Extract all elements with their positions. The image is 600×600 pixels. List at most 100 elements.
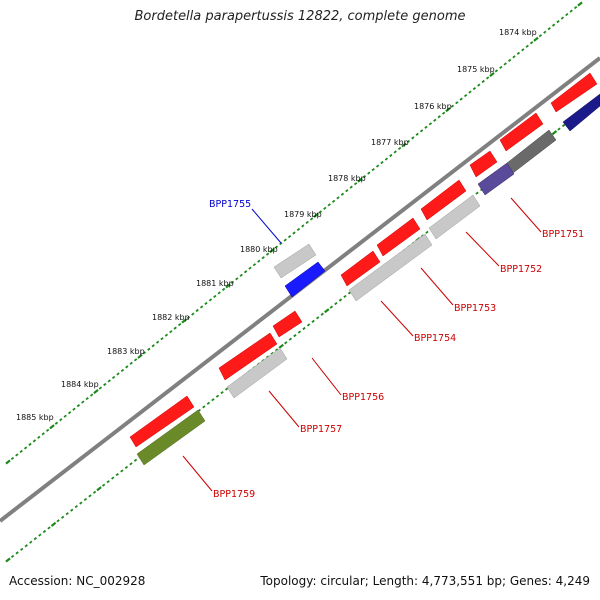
scale-tick [76, 404, 81, 408]
scale-tick [129, 462, 133, 466]
scale-tick [221, 287, 226, 291]
gene-arrow[interactable] [218, 332, 278, 381]
gene-label-bpp1753[interactable]: BPP1753 [454, 303, 496, 314]
scale-tick [411, 136, 415, 140]
scale-tick [393, 150, 397, 154]
scale-tick [63, 414, 67, 418]
scale-tick [29, 540, 33, 544]
gene-box[interactable] [136, 409, 206, 466]
scale-tick [561, 123, 566, 128]
scale-tick [533, 36, 539, 42]
scale-tick [318, 210, 323, 214]
scale-tick [235, 277, 239, 281]
gene-label-bpp1754[interactable]: BPP1754 [414, 333, 456, 344]
scale-tick [543, 30, 547, 34]
scale-tick [54, 421, 59, 425]
scale-tick [98, 386, 103, 390]
scale-tick [380, 160, 384, 165]
scale-tick [428, 122, 433, 126]
scale-tick [23, 446, 28, 450]
scale-tick [37, 435, 41, 439]
scale-tick [349, 185, 353, 189]
scale-tick [20, 547, 24, 551]
gene-arrow[interactable] [340, 250, 381, 287]
scale-tick [362, 175, 367, 179]
gene-arrow[interactable] [420, 179, 467, 221]
scale-tick [320, 312, 324, 316]
gene-label-bpp1752[interactable]: BPP1752 [500, 264, 542, 275]
scale-tick [275, 348, 279, 352]
gene-arrow[interactable] [129, 395, 195, 448]
scale-tick [324, 308, 330, 314]
scale-tick [287, 234, 292, 239]
scale-tick [88, 494, 92, 498]
gene-arrow[interactable] [376, 217, 421, 257]
gene-arrow[interactable] [469, 150, 498, 178]
scale-tick [224, 387, 229, 391]
scale-tick [441, 111, 446, 115]
kbp-label-1875: 1875 kbp [457, 65, 495, 74]
scale-tick [481, 79, 485, 84]
scale-tick [103, 382, 107, 387]
scale-tick [577, 1, 583, 7]
gene-arrow[interactable] [499, 112, 544, 152]
gene-label-bpp1751[interactable]: BPP1751 [542, 229, 584, 240]
gene-box[interactable] [284, 261, 326, 298]
scale-tick [269, 248, 275, 254]
scale-tick [38, 533, 42, 537]
scale-tick [331, 199, 336, 203]
scale-tick [32, 439, 37, 443]
gene-arrow[interactable] [272, 310, 303, 338]
gene-box[interactable] [273, 243, 317, 279]
scale-tick [111, 375, 116, 380]
scale-tick [15, 551, 19, 555]
scale-tick [116, 372, 120, 376]
scale-tick [261, 256, 265, 260]
scale-tick [301, 224, 305, 228]
gene-box[interactable] [562, 93, 600, 132]
scale-tick [10, 456, 15, 461]
scale-tick [85, 397, 89, 401]
gene-box[interactable] [428, 194, 481, 240]
gene-box[interactable] [348, 233, 433, 302]
gene-label-bpp1755[interactable]: BPP1755 [209, 199, 251, 210]
scale-tick [475, 191, 479, 195]
scale-tick [67, 411, 72, 415]
scale-tick [305, 220, 309, 225]
scale-tick [472, 86, 477, 91]
scale-tick [547, 27, 551, 31]
kbp-label-1885: 1885 kbp [16, 413, 54, 422]
scale-tick [327, 203, 331, 207]
scale-tick [455, 101, 459, 105]
scale-tick [424, 125, 428, 129]
scale-tick [92, 490, 97, 494]
scale-tick [401, 142, 407, 148]
scale-tick [329, 305, 333, 309]
scale-tick [106, 480, 110, 484]
scale-tick [89, 393, 94, 397]
gene-label-bpp1759[interactable]: BPP1759 [213, 489, 255, 500]
scale-tick [445, 107, 451, 113]
scale-tick [41, 432, 45, 436]
scale-tick [151, 344, 155, 348]
scale-tick [101, 483, 106, 487]
gene-label-bpp1756[interactable]: BPP1756 [342, 392, 384, 403]
kbp-label-1883: 1883 kbp [107, 347, 145, 356]
accession-text: Accession: NC_002928 [9, 574, 146, 588]
scale-tick [248, 266, 252, 270]
scale-tick [186, 315, 191, 320]
scale-tick [293, 334, 297, 338]
gene-label-bpp1757[interactable]: BPP1757 [300, 424, 342, 435]
gene-arrow[interactable] [550, 72, 598, 113]
scale-tick [49, 424, 55, 430]
scale-tick [243, 270, 248, 274]
kbp-label-1881: 1881 kbp [196, 279, 234, 288]
forward-strand-genes [129, 72, 598, 448]
kbp-label-1874: 1874 kbp [499, 28, 537, 37]
scale-tick [133, 458, 138, 462]
gene-box[interactable] [477, 162, 515, 196]
scale-tick [313, 212, 319, 218]
kbp-label-1878: 1878 kbp [328, 174, 366, 183]
gene-box[interactable] [226, 347, 288, 399]
